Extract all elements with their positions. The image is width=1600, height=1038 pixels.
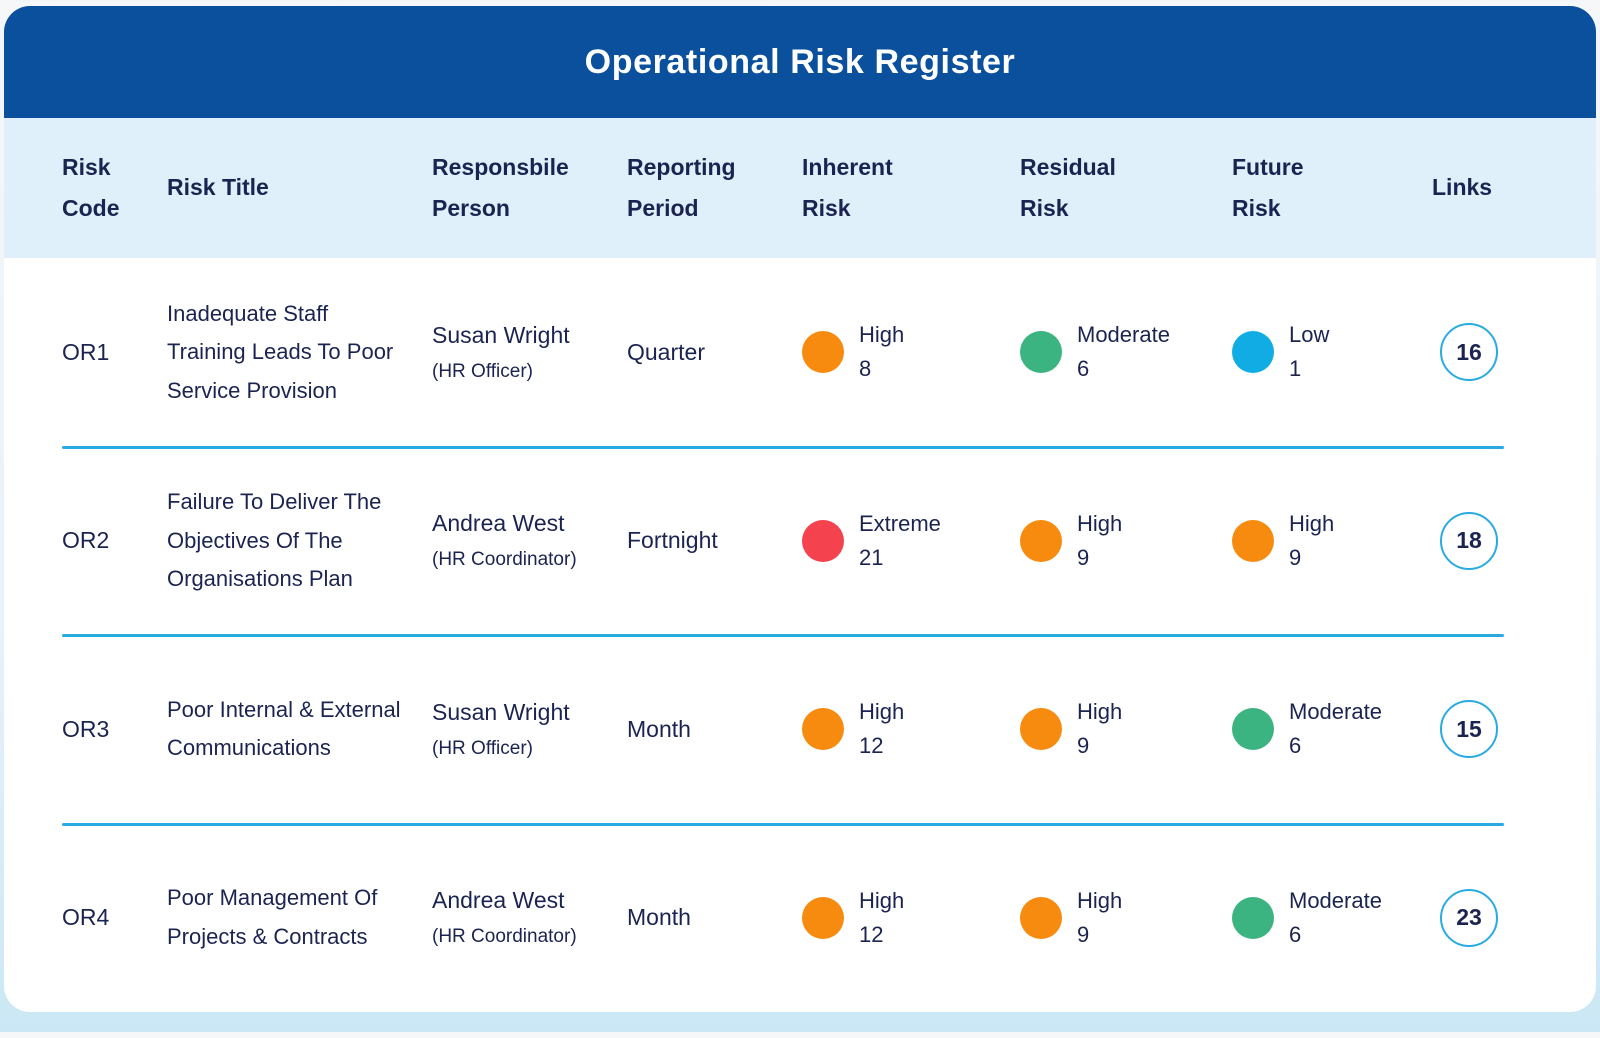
residual-risk-cell: Moderate 6 (1020, 318, 1232, 386)
risk-level-label: High (859, 887, 905, 913)
risk-code: OR2 (62, 527, 110, 554)
risk-level-label: Moderate (1289, 699, 1382, 725)
person-role: (HR Coordinator) (432, 549, 577, 571)
person-role: (HR Officer) (432, 737, 533, 759)
risk-score: 6 (1077, 356, 1090, 382)
risk-level-dot (1020, 331, 1062, 374)
risk-score: 9 (1077, 733, 1090, 759)
column-header-risk-code: Risk Code (62, 153, 120, 221)
page-title: Operational Risk Register (584, 42, 1016, 81)
links-badge[interactable]: 16 (1440, 323, 1498, 382)
reporting-period: Fortnight (627, 527, 718, 554)
risk-level-dot (1020, 708, 1062, 751)
person-role: (HR Officer) (432, 360, 533, 382)
future-risk-cell: Moderate 6 (1232, 695, 1432, 763)
column-header-future-risk: Future Risk (1232, 153, 1304, 221)
links-badge[interactable]: 23 (1440, 888, 1498, 947)
table-row: OR4 Poor Management Of Projects & Contra… (4, 822, 1596, 1013)
table-row: OR1 Inadequate Staff Training Leads To P… (4, 258, 1596, 447)
table-row: OR2 Failure To Deliver The Objectives Of… (4, 445, 1596, 636)
risk-level-dot (1232, 519, 1274, 562)
risk-level-label: High (859, 699, 905, 725)
inherent-risk-cell: Extreme 21 (802, 507, 1020, 575)
risk-code: OR1 (62, 338, 110, 365)
risk-level-dot (802, 519, 844, 562)
links-cell: 15 (1432, 700, 1551, 759)
risk-score: 1 (1289, 356, 1302, 382)
risk-register-card: Operational Risk Register Risk Code Risk… (4, 6, 1596, 1012)
risk-level-label: High (1077, 887, 1123, 913)
risk-score: 12 (859, 733, 884, 759)
risk-level-label: High (859, 322, 905, 348)
residual-risk-cell: High 9 (1020, 695, 1232, 763)
risk-level-dot (1020, 896, 1062, 939)
inherent-risk-cell: High 12 (802, 695, 1020, 763)
links-cell: 23 (1432, 888, 1551, 947)
future-risk-cell: High 9 (1232, 507, 1432, 575)
risk-title: Failure To Deliver The Objectives Of The… (167, 489, 382, 591)
inherent-risk-cell: High 8 (802, 318, 1020, 386)
risk-level-dot (802, 708, 844, 751)
column-header-residual-risk: Residual Risk (1020, 153, 1116, 221)
person-name: Susan Wright (432, 698, 570, 725)
risk-level-dot (1232, 896, 1274, 939)
risk-level-label: High (1077, 510, 1123, 536)
risk-level-label: High (1077, 699, 1123, 725)
risk-level-label: Moderate (1077, 322, 1170, 348)
inherent-risk-cell: High 12 (802, 884, 1020, 952)
reporting-period: Quarter (627, 338, 705, 365)
responsible-person: Susan Wright (HR Officer) (432, 699, 627, 760)
risk-level-dot (1232, 331, 1274, 374)
risk-title: Poor Management Of Projects & Contracts (167, 885, 378, 949)
column-header-risk-title: Risk Title (167, 174, 269, 201)
risk-level-label: High (1289, 510, 1335, 536)
column-header-links: Links (1432, 174, 1493, 201)
risk-level-label: Extreme (859, 510, 941, 536)
risk-code: OR4 (62, 904, 110, 931)
future-risk-cell: Low 1 (1232, 318, 1432, 386)
column-header-reporting-period: Reporting Period (627, 153, 736, 221)
person-name: Susan Wright (432, 321, 570, 348)
risk-score: 12 (859, 921, 884, 947)
risk-level-label: Low (1289, 322, 1330, 348)
column-header-inherent-risk: Inherent Risk (802, 153, 893, 221)
column-header-responsible-person: Responsbile Person (432, 153, 569, 221)
column-header-row: Risk Code Risk Title Responsbile Person … (4, 118, 1596, 258)
reporting-period: Month (627, 715, 691, 742)
risk-score: 6 (1289, 733, 1302, 759)
links-badge[interactable]: 18 (1440, 511, 1498, 570)
responsible-person: Andrea West (HR Coordinator) (432, 510, 627, 571)
table-row: OR3 Poor Internal & External Communicati… (4, 634, 1596, 824)
risk-score: 9 (1077, 921, 1090, 947)
risk-level-dot (1232, 708, 1274, 751)
risk-level-dot (1020, 519, 1062, 562)
title-banner: Operational Risk Register (4, 6, 1596, 118)
person-role: (HR Coordinator) (432, 926, 577, 948)
risk-level-label: Moderate (1289, 887, 1382, 913)
risk-title: Inadequate Staff Training Leads To Poor … (167, 300, 394, 403)
links-badge[interactable]: 15 (1440, 700, 1498, 759)
risk-title: Poor Internal & External Communications (167, 696, 401, 761)
links-cell: 18 (1432, 511, 1551, 570)
links-cell: 16 (1432, 323, 1551, 382)
risk-level-dot (802, 896, 844, 939)
table-body: OR1 Inadequate Staff Training Leads To P… (4, 258, 1596, 1012)
risk-score: 9 (1077, 544, 1090, 570)
residual-risk-cell: High 9 (1020, 507, 1232, 575)
risk-score: 6 (1289, 921, 1302, 947)
risk-score: 21 (859, 544, 884, 570)
risk-score: 9 (1289, 544, 1302, 570)
risk-level-dot (802, 331, 844, 374)
risk-score: 8 (859, 356, 872, 382)
person-name: Andrea West (432, 887, 565, 914)
reporting-period: Month (627, 904, 691, 931)
future-risk-cell: Moderate 6 (1232, 884, 1432, 952)
responsible-person: Andrea West (HR Coordinator) (432, 887, 627, 948)
residual-risk-cell: High 9 (1020, 884, 1232, 952)
person-name: Andrea West (432, 510, 565, 537)
responsible-person: Susan Wright (HR Officer) (432, 322, 627, 383)
risk-code: OR3 (62, 715, 110, 742)
